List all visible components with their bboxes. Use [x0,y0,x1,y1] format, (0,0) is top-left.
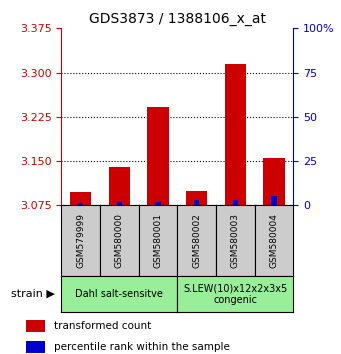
Text: GSM579999: GSM579999 [76,213,85,268]
Text: GSM580000: GSM580000 [115,213,124,268]
Bar [155,202,161,205]
Bar [233,200,238,205]
Text: GSM580004: GSM580004 [269,213,279,268]
Bar [109,167,130,205]
Bar [26,320,45,332]
Bar [117,202,122,205]
Text: Dahl salt-sensitve: Dahl salt-sensitve [75,289,163,299]
Bar [78,202,83,205]
Title: GDS3873 / 1388106_x_at: GDS3873 / 1388106_x_at [89,12,266,26]
Text: strain ▶: strain ▶ [11,289,55,299]
Bar [147,107,169,205]
Text: GSM580003: GSM580003 [231,213,240,268]
Bar [225,64,246,205]
Bar [263,158,285,205]
Bar [194,200,199,205]
Bar [186,190,207,205]
Text: percentile rank within the sample: percentile rank within the sample [54,342,230,352]
Text: transformed count: transformed count [54,321,151,331]
Bar [271,196,277,205]
Text: GSM580001: GSM580001 [153,213,163,268]
Bar [70,192,91,205]
Text: GSM580002: GSM580002 [192,213,201,268]
Text: S.LEW(10)x12x2x3x5
congenic: S.LEW(10)x12x2x3x5 congenic [183,283,287,305]
Bar [26,341,45,353]
